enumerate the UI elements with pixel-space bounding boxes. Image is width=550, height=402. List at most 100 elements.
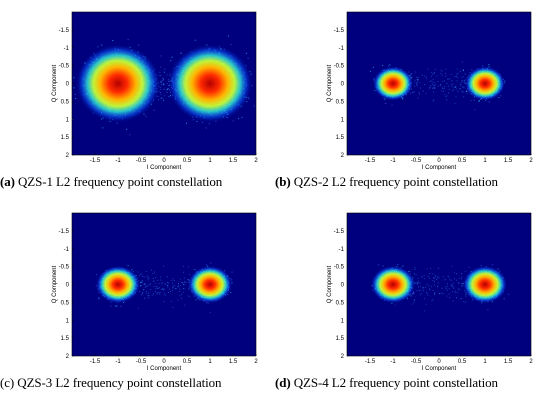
noise-point xyxy=(163,77,164,79)
cluster-speckle xyxy=(180,52,182,54)
cluster-speckle xyxy=(372,66,374,68)
noise-point xyxy=(431,80,433,82)
noise-point xyxy=(172,306,174,308)
noise-point xyxy=(442,88,444,89)
noise-point xyxy=(159,292,161,294)
noise-point xyxy=(463,82,465,84)
noise-point xyxy=(461,61,463,63)
scatter-layer xyxy=(72,35,256,136)
x-axis-label: I Component xyxy=(422,165,457,170)
noise-point xyxy=(465,91,467,93)
noise-point xyxy=(139,275,141,277)
noise-point xyxy=(162,84,164,86)
noise-point xyxy=(140,273,142,275)
cluster-speckle xyxy=(389,64,391,66)
cluster-speckle xyxy=(205,127,207,129)
y-tick-label: 0.5 xyxy=(61,99,70,105)
noise-point xyxy=(445,68,447,70)
noise-point xyxy=(153,277,154,279)
cluster-speckle xyxy=(388,65,389,67)
noise-point xyxy=(463,80,465,82)
noise-point xyxy=(442,87,443,89)
panel-b: -1.5 -1 -0.5 0 0.5 1 1.5 2 -1.5 -1 -0.5 0 0.5 1 1.5 2 I … xyxy=(275,0,550,201)
noise-point xyxy=(449,78,451,79)
noise-point xyxy=(432,73,434,75)
x-tick-label: -1 xyxy=(115,158,121,164)
noise-point xyxy=(179,291,180,292)
noise-point xyxy=(137,271,139,273)
noise-point xyxy=(169,288,170,290)
caption-b-label: (b) xyxy=(275,174,291,189)
noise-point xyxy=(432,87,434,89)
noise-point xyxy=(446,99,448,101)
noise-point xyxy=(432,81,434,83)
noise-point xyxy=(161,283,163,285)
scatter-layer xyxy=(95,262,233,314)
noise-point xyxy=(461,90,463,92)
y-tick-label: 1.5 xyxy=(61,135,70,141)
noise-point xyxy=(166,92,168,93)
noise-point xyxy=(457,77,459,79)
x-tick-label: 0.5 xyxy=(183,158,192,164)
noise-point xyxy=(178,295,180,297)
panel-c: -1.5 -1 -0.5 0 0.5 1 1.5 2 -1.5 -1 -0.5 0 0.5 1 1.5 2 I … xyxy=(0,201,275,402)
caption-b-text: QZS-2 L2 frequency point constellation xyxy=(290,174,498,189)
cluster-speckle xyxy=(159,92,161,93)
noise-point xyxy=(419,93,420,95)
noise-point xyxy=(408,71,410,73)
x-tick-label: 0 xyxy=(437,158,441,164)
noise-point xyxy=(419,82,421,84)
noise-point xyxy=(170,291,171,293)
noise-point xyxy=(178,284,179,286)
noise-point xyxy=(184,304,186,306)
noise-point xyxy=(418,92,420,94)
noise-point xyxy=(440,73,442,74)
noise-point xyxy=(147,279,149,281)
noise-point xyxy=(440,84,442,85)
noise-point xyxy=(452,83,454,85)
noise-point xyxy=(456,73,458,75)
cluster-speckle xyxy=(145,115,147,117)
noise-point xyxy=(185,281,187,283)
noise-point xyxy=(163,84,165,86)
noise-point xyxy=(417,79,419,81)
noise-point xyxy=(144,283,145,285)
noise-point xyxy=(142,276,144,277)
noise-point xyxy=(184,282,186,284)
noise-point xyxy=(446,95,448,97)
noise-point xyxy=(414,85,416,87)
noise-point xyxy=(162,97,164,99)
noise-point xyxy=(171,279,173,281)
noise-point xyxy=(174,288,176,290)
cluster-speckle xyxy=(186,122,187,124)
x-tick-label: -0.5 xyxy=(411,158,422,164)
cluster-speckle xyxy=(140,285,142,287)
noise-point xyxy=(161,80,163,82)
noise-point xyxy=(459,88,461,90)
noise-point xyxy=(182,282,184,284)
cluster-speckle xyxy=(488,64,490,66)
noise-point xyxy=(441,70,443,72)
noise-point xyxy=(161,282,163,284)
y-tick-label: 1.5 xyxy=(336,135,345,141)
noise-point xyxy=(433,73,435,74)
noise-point xyxy=(436,75,438,77)
noise-point xyxy=(409,93,411,95)
noise-point xyxy=(183,271,184,273)
noise-point xyxy=(142,292,144,293)
noise-point xyxy=(155,283,157,285)
noise-point xyxy=(168,95,170,97)
y-tick-label: -0.5 xyxy=(59,64,70,70)
cluster-speckle xyxy=(466,91,468,92)
noise-point xyxy=(445,73,447,74)
noise-point xyxy=(453,86,455,88)
cluster-speckle xyxy=(101,44,103,46)
x-axis-label: I Component xyxy=(147,165,182,170)
noise-point xyxy=(459,70,461,72)
noise-point xyxy=(461,80,463,81)
noise-point xyxy=(422,90,424,92)
noise-point xyxy=(188,266,189,268)
noise-point xyxy=(146,286,148,287)
noise-point xyxy=(417,81,418,83)
cluster-speckle xyxy=(166,89,168,91)
